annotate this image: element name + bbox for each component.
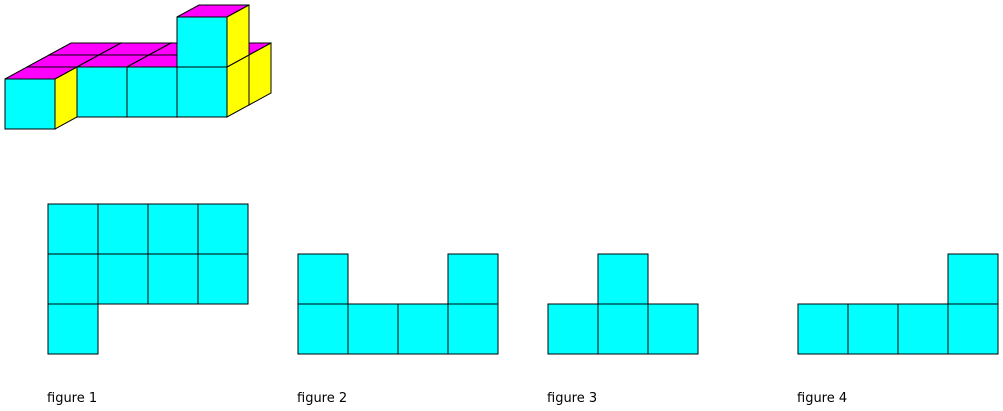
cube-front xyxy=(176,66,228,118)
figure-label: figure 3 xyxy=(547,391,597,406)
figure-label: figure 1 xyxy=(47,391,97,406)
square xyxy=(897,303,949,355)
square xyxy=(297,303,349,355)
cube-front xyxy=(76,66,128,118)
cube-front xyxy=(126,66,178,118)
square xyxy=(447,253,499,305)
square xyxy=(447,303,499,355)
square xyxy=(47,253,99,305)
square xyxy=(297,253,349,305)
isometric-solid xyxy=(4,4,272,130)
square xyxy=(97,253,149,305)
square xyxy=(947,303,999,355)
cube-front xyxy=(4,78,56,130)
square xyxy=(197,253,249,305)
square xyxy=(547,303,599,355)
cube-front xyxy=(176,16,228,68)
square xyxy=(97,203,149,255)
figure-label: figure 2 xyxy=(297,391,347,406)
square xyxy=(147,253,199,305)
flat-views xyxy=(47,203,999,355)
square xyxy=(847,303,899,355)
square xyxy=(47,303,99,355)
square xyxy=(597,253,649,305)
square xyxy=(597,303,649,355)
square xyxy=(147,203,199,255)
square xyxy=(947,253,999,305)
square xyxy=(47,203,99,255)
square xyxy=(197,203,249,255)
square xyxy=(397,303,449,355)
figure-label: figure 4 xyxy=(797,391,847,406)
square xyxy=(797,303,849,355)
square xyxy=(647,303,699,355)
square xyxy=(347,303,399,355)
